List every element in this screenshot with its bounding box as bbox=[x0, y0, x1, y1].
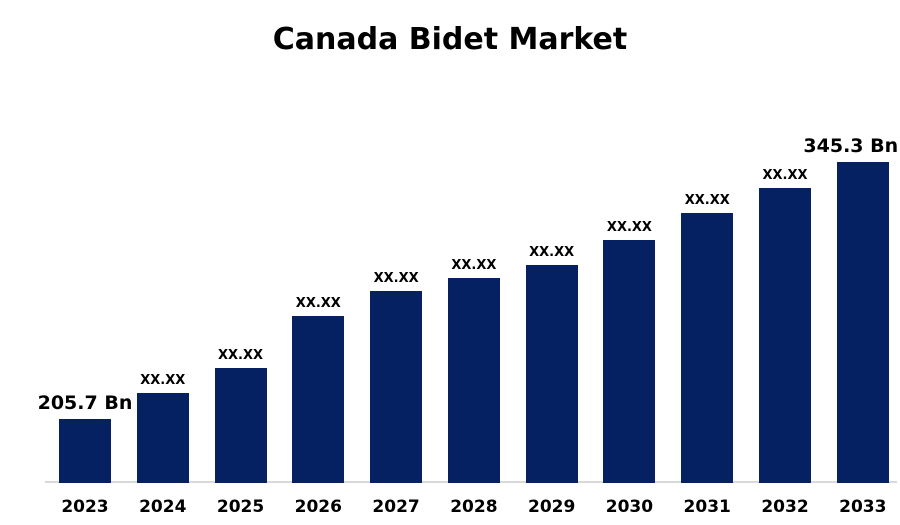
bar-value-label-2029: XX.XX bbox=[529, 244, 575, 260]
x-axis-tick-label-2026: 2026 bbox=[294, 497, 342, 517]
x-axis-tick-label-2032: 2032 bbox=[761, 497, 809, 517]
bar-2032 bbox=[759, 188, 811, 483]
x-axis-tick-label-2024: 2024 bbox=[139, 497, 187, 517]
bar-value-label-2031: XX.XX bbox=[684, 192, 730, 208]
bar-column-2029: XX.XX 2029 bbox=[513, 0, 591, 525]
bar-column-2026: XX.XX 2026 bbox=[279, 0, 357, 525]
bar-column-2025: XX.XX 2025 bbox=[202, 0, 280, 525]
bar-column-2031: XX.XX 2031 bbox=[668, 0, 746, 525]
bar-column-2027: XX.XX 2027 bbox=[357, 0, 435, 525]
bar-value-label-2033: 345.3 Bn bbox=[803, 135, 899, 158]
bar-2024 bbox=[136, 393, 189, 483]
bar-column-2024: XX.XX 2024 bbox=[124, 0, 202, 525]
bar-2031 bbox=[681, 213, 734, 483]
bar-2028 bbox=[447, 278, 500, 483]
x-axis-tick-label-2031: 2031 bbox=[683, 497, 731, 517]
x-axis-tick-label-2023: 2023 bbox=[61, 497, 109, 517]
bar-value-label-2024: XX.XX bbox=[140, 372, 186, 388]
bar-value-label-2026: XX.XX bbox=[295, 295, 341, 311]
bar-column-2023: 205.7 Bn 2023 bbox=[38, 0, 133, 525]
chart-title: Canada Bidet Market bbox=[272, 22, 628, 57]
bar-2030 bbox=[603, 240, 656, 483]
bar-column-2033: 345.3 Bn 2033 bbox=[803, 0, 900, 525]
bar-2029 bbox=[525, 265, 578, 483]
x-axis-tick-label-2030: 2030 bbox=[605, 497, 654, 517]
x-axis-tick-label-2029: 2029 bbox=[527, 497, 576, 517]
bar-2033 bbox=[836, 162, 889, 483]
bar-2023 bbox=[58, 419, 111, 483]
bar-column-2032: XX.XX 2032 bbox=[746, 0, 824, 525]
x-axis-tick-label-2025: 2025 bbox=[216, 497, 265, 517]
bar-column-2030: XX.XX 2030 bbox=[591, 0, 669, 525]
bar-2025 bbox=[214, 368, 267, 483]
bar-value-label-2025: XX.XX bbox=[218, 347, 264, 363]
x-axis-tick-label-2027: 2027 bbox=[372, 497, 420, 517]
x-axis-tick-label-2033: 2033 bbox=[839, 497, 887, 517]
bar-2027 bbox=[370, 291, 423, 483]
bar-value-label-2028: XX.XX bbox=[451, 257, 497, 273]
bar-value-label-2030: XX.XX bbox=[606, 219, 652, 235]
bar-2026 bbox=[292, 316, 345, 483]
bar-value-label-2032: XX.XX bbox=[762, 167, 808, 183]
bar-column-2028: XX.XX 2028 bbox=[435, 0, 513, 525]
x-axis-tick-label-2028: 2028 bbox=[450, 497, 498, 517]
bar-value-label-2023: 205.7 Bn bbox=[37, 392, 133, 415]
bar-value-label-2027: XX.XX bbox=[373, 270, 419, 286]
